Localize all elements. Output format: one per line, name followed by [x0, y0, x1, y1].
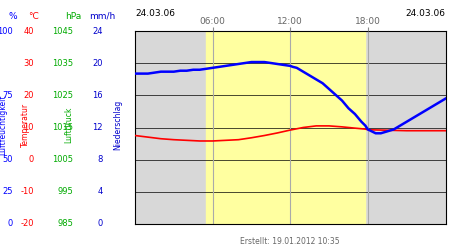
Text: Erstellt: 19.01.2012 10:35: Erstellt: 19.01.2012 10:35	[240, 237, 340, 246]
Text: 40: 40	[23, 27, 34, 36]
Text: -10: -10	[20, 187, 34, 196]
Bar	[206, 31, 365, 224]
Text: 20: 20	[92, 59, 103, 68]
Text: hPa: hPa	[65, 12, 81, 21]
Text: 995: 995	[58, 187, 73, 196]
Text: Luftfeuchtigkeit: Luftfeuchtigkeit	[0, 95, 7, 155]
Text: 24: 24	[92, 27, 103, 36]
Text: Niederschlag: Niederschlag	[113, 100, 122, 150]
Text: 100: 100	[0, 27, 13, 36]
Text: 985: 985	[58, 219, 73, 228]
Text: 1025: 1025	[52, 91, 73, 100]
Text: 0: 0	[97, 219, 103, 228]
Text: 1045: 1045	[52, 27, 73, 36]
Text: 1035: 1035	[52, 59, 73, 68]
Text: 50: 50	[2, 155, 13, 164]
Text: 16: 16	[92, 91, 103, 100]
Text: 0: 0	[7, 219, 13, 228]
Text: 24.03.06: 24.03.06	[135, 9, 175, 18]
Text: 25: 25	[2, 187, 13, 196]
Text: 4: 4	[97, 187, 103, 196]
Text: 75: 75	[2, 91, 13, 100]
Text: Temperatur: Temperatur	[21, 103, 30, 147]
Text: 10: 10	[23, 123, 34, 132]
Text: 24.03.06: 24.03.06	[405, 9, 446, 18]
Text: 0: 0	[28, 155, 34, 164]
Text: 1015: 1015	[52, 123, 73, 132]
Text: Luftdruck: Luftdruck	[64, 107, 73, 143]
Text: 20: 20	[23, 91, 34, 100]
Text: mm/h: mm/h	[90, 12, 116, 21]
Text: 30: 30	[23, 59, 34, 68]
Text: 1005: 1005	[52, 155, 73, 164]
Text: %: %	[8, 12, 17, 21]
Text: 8: 8	[97, 155, 103, 164]
Text: 12: 12	[92, 123, 103, 132]
Text: °C: °C	[28, 12, 39, 21]
Text: -20: -20	[20, 219, 34, 228]
